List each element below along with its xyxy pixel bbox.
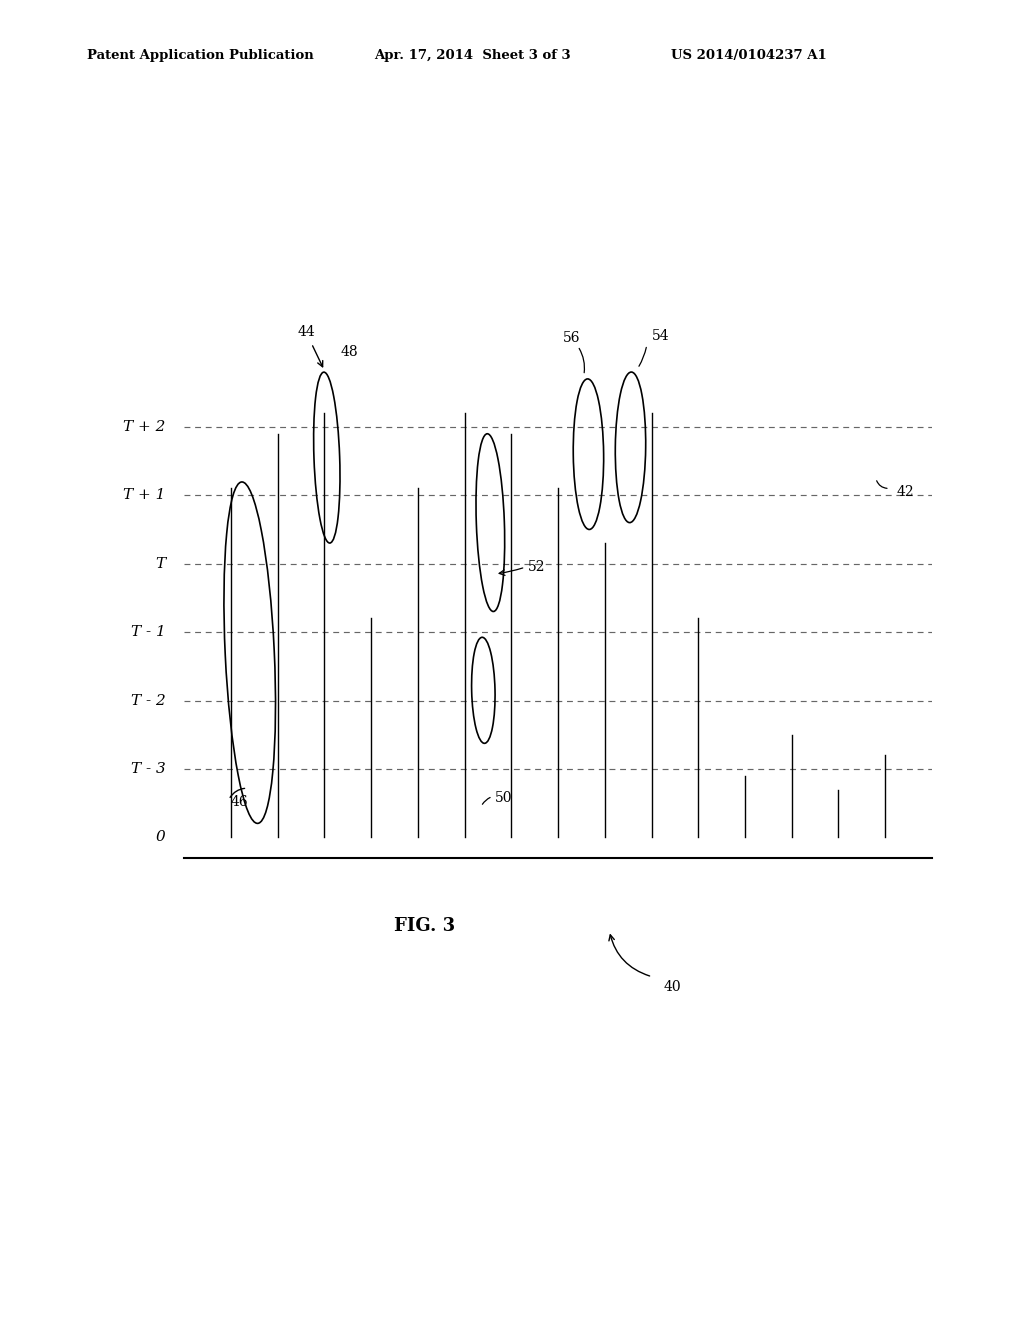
- Text: 50: 50: [495, 791, 512, 805]
- Text: FIG. 3: FIG. 3: [394, 916, 456, 935]
- Text: 56: 56: [563, 331, 581, 345]
- Text: 52: 52: [527, 560, 545, 574]
- Text: 46: 46: [231, 795, 249, 809]
- Text: T + 2: T + 2: [123, 420, 166, 434]
- Text: 44: 44: [298, 325, 315, 339]
- Text: 0: 0: [156, 830, 166, 845]
- Text: T - 2: T - 2: [131, 693, 166, 708]
- Text: Apr. 17, 2014  Sheet 3 of 3: Apr. 17, 2014 Sheet 3 of 3: [374, 49, 570, 62]
- Text: T + 1: T + 1: [123, 488, 166, 502]
- Text: T: T: [156, 557, 166, 570]
- Text: 42: 42: [897, 484, 914, 499]
- Text: T - 3: T - 3: [131, 762, 166, 776]
- Text: 48: 48: [341, 345, 358, 359]
- Text: 54: 54: [651, 330, 669, 343]
- Text: Patent Application Publication: Patent Application Publication: [87, 49, 313, 62]
- Text: 40: 40: [664, 981, 681, 994]
- Text: US 2014/0104237 A1: US 2014/0104237 A1: [671, 49, 826, 62]
- Text: T - 1: T - 1: [131, 626, 166, 639]
